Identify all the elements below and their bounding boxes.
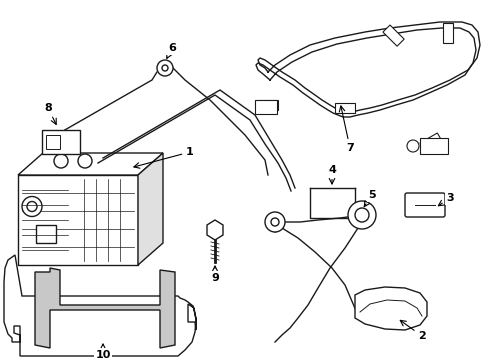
Circle shape (78, 154, 92, 168)
Bar (18, 175, 138, 265)
Circle shape (27, 202, 37, 211)
Polygon shape (354, 287, 426, 330)
Text: 8: 8 (44, 103, 56, 125)
Bar (42, 130, 80, 154)
Bar (382, 25, 403, 46)
Polygon shape (35, 268, 175, 348)
Text: 10: 10 (95, 344, 110, 360)
Bar (419, 133, 442, 152)
Circle shape (347, 201, 375, 229)
Bar (36, 225, 56, 243)
Text: 3: 3 (437, 193, 453, 206)
Bar (334, 103, 354, 113)
Polygon shape (206, 220, 223, 240)
Text: 7: 7 (339, 106, 353, 153)
Text: 2: 2 (400, 320, 425, 341)
Text: 4: 4 (327, 165, 335, 184)
Text: 5: 5 (364, 190, 375, 207)
Circle shape (54, 154, 68, 168)
Circle shape (162, 65, 168, 71)
Text: 6: 6 (166, 43, 176, 58)
Polygon shape (138, 153, 163, 265)
Polygon shape (18, 153, 163, 175)
Circle shape (354, 208, 368, 222)
Bar (419, 138, 447, 154)
Bar (442, 23, 452, 43)
Circle shape (157, 60, 173, 76)
Text: 1: 1 (134, 147, 193, 168)
Circle shape (22, 197, 42, 216)
Circle shape (406, 140, 418, 152)
Circle shape (270, 218, 279, 226)
Polygon shape (4, 255, 196, 356)
Bar (254, 100, 276, 114)
Bar (46, 135, 60, 149)
Text: 9: 9 (211, 266, 219, 283)
FancyBboxPatch shape (404, 193, 444, 217)
Circle shape (264, 212, 285, 232)
Bar (258, 100, 278, 110)
